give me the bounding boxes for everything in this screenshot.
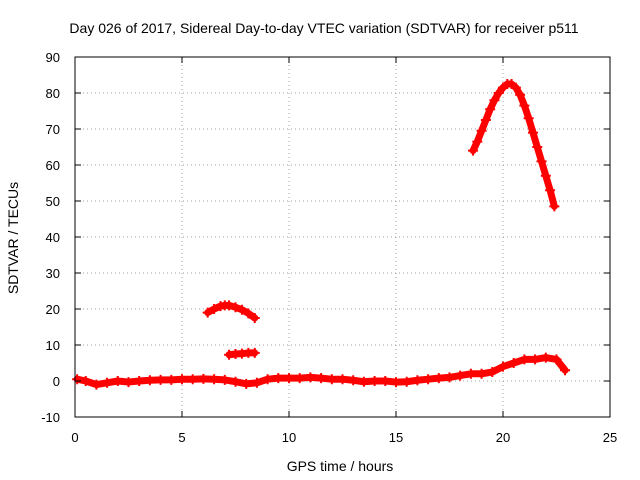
series-baseline-point bbox=[144, 375, 155, 386]
series-baseline-point bbox=[551, 354, 562, 365]
series-baseline-point bbox=[358, 376, 369, 387]
series-baseline-point bbox=[294, 373, 305, 384]
series-baseline-point bbox=[241, 378, 252, 389]
x-axis-title: GPS time / hours bbox=[287, 458, 394, 474]
series-baseline-point bbox=[560, 365, 571, 376]
series-baseline-point bbox=[391, 377, 401, 388]
series-arc-small-point bbox=[249, 313, 260, 323]
x-tick-label: 5 bbox=[178, 430, 185, 445]
series-baseline-point bbox=[487, 367, 498, 377]
series-baseline-point bbox=[134, 376, 145, 386]
series-baseline-point bbox=[326, 374, 337, 385]
y-tick-label: -10 bbox=[41, 410, 60, 425]
marks-layer bbox=[72, 79, 571, 390]
series-arc-large-point bbox=[549, 201, 560, 212]
y-tick-label: 90 bbox=[46, 50, 60, 65]
y-tick-label: 70 bbox=[46, 122, 60, 137]
series-arc-large-point bbox=[480, 115, 491, 125]
series-baseline-point bbox=[219, 374, 230, 385]
series-baseline-point bbox=[230, 376, 241, 387]
series-arc-small-point bbox=[243, 308, 254, 319]
series-baseline-point bbox=[112, 376, 123, 386]
y-tick-label: 30 bbox=[46, 266, 60, 281]
series-baseline-point bbox=[209, 374, 220, 385]
series-baseline-point bbox=[273, 373, 284, 384]
series-arc-large-point bbox=[493, 88, 504, 98]
series-baseline-point bbox=[72, 374, 83, 385]
series-baseline-point bbox=[455, 370, 466, 381]
series-baseline-point bbox=[540, 352, 551, 363]
y-tick-label: 50 bbox=[46, 194, 60, 209]
x-tick-label: 10 bbox=[282, 430, 296, 445]
series-baseline-point bbox=[305, 372, 316, 383]
series-arc-large-point bbox=[489, 95, 500, 106]
chart-title: Day 026 of 2017, Sidereal Day-to-day VTE… bbox=[69, 20, 578, 36]
series-baseline-point bbox=[498, 361, 508, 372]
y-tick-label: 40 bbox=[46, 230, 60, 245]
y-tick-label: 10 bbox=[46, 338, 60, 353]
series-arc-large-point bbox=[532, 142, 543, 152]
series-arc-small-point bbox=[202, 307, 213, 318]
series-arc-small-point bbox=[236, 304, 247, 315]
series-baseline-point bbox=[316, 373, 327, 384]
series-arc-large-point bbox=[468, 145, 479, 156]
series-baseline-point bbox=[102, 377, 113, 388]
x-tick-label: 20 bbox=[496, 430, 510, 445]
series-baseline-point bbox=[348, 375, 359, 386]
y-tick-label: 80 bbox=[46, 86, 60, 101]
series-baseline-point bbox=[476, 368, 487, 379]
series-arc-large-point bbox=[536, 156, 547, 167]
series-baseline-point bbox=[80, 376, 91, 386]
series-baseline-point bbox=[337, 374, 348, 385]
series-baseline-point bbox=[465, 368, 476, 379]
y-tick-label: 60 bbox=[46, 158, 60, 173]
series-arc-large-point bbox=[485, 104, 496, 115]
series-arc-large-point bbox=[540, 170, 551, 181]
series-arc-large-point bbox=[519, 100, 530, 111]
series-arc-large-point bbox=[472, 136, 483, 147]
x-tick-label: 0 bbox=[71, 430, 78, 445]
series-baseline-point bbox=[508, 358, 519, 368]
series-baseline-point bbox=[412, 375, 423, 386]
series-baseline-point bbox=[423, 374, 434, 385]
series-baseline-point bbox=[519, 354, 530, 365]
x-tick-label: 15 bbox=[389, 430, 403, 445]
series-baseline-point bbox=[401, 376, 412, 387]
series-baseline-point bbox=[91, 379, 102, 390]
series-arc-large-point bbox=[515, 89, 526, 100]
series-segment-mid-point bbox=[249, 347, 260, 358]
series-arc-large-point bbox=[545, 185, 556, 196]
series-arc-small-point bbox=[230, 302, 241, 313]
series-baseline-point bbox=[262, 374, 273, 385]
series-baseline-point bbox=[187, 374, 198, 385]
y-axis-title: SDTVAR / TECUs bbox=[5, 182, 21, 294]
series-baseline-point bbox=[123, 377, 134, 388]
series-baseline-point bbox=[284, 373, 294, 384]
series-baseline-point bbox=[444, 372, 455, 383]
series-arc-large-point bbox=[476, 125, 487, 136]
y-tick-label: 0 bbox=[53, 374, 60, 389]
series-baseline-point bbox=[155, 374, 166, 385]
x-tick-label: 25 bbox=[603, 430, 617, 445]
grid-layer bbox=[75, 57, 610, 417]
series-baseline-point bbox=[198, 373, 209, 384]
series-baseline-point bbox=[251, 377, 262, 388]
series-arc-large-point bbox=[510, 82, 521, 93]
series-baseline-point bbox=[177, 374, 187, 385]
series-baseline-point bbox=[380, 376, 391, 386]
series-arc-large-point bbox=[527, 127, 538, 138]
plot-frame bbox=[74, 56, 611, 418]
series-arc-small-point bbox=[224, 300, 235, 311]
series-arc-small-point bbox=[209, 304, 220, 314]
series-arc-large-point bbox=[523, 113, 534, 124]
series-baseline-point bbox=[433, 373, 444, 384]
series-baseline-point bbox=[530, 354, 541, 365]
y-tick-label: 20 bbox=[46, 302, 60, 317]
axis-layer: 0 5 10 15 20 25 -10 0 10 20 30 40 50 60 70 80 90 bbox=[41, 50, 617, 445]
series-baseline-point bbox=[369, 376, 380, 386]
series-baseline-point bbox=[166, 374, 177, 385]
